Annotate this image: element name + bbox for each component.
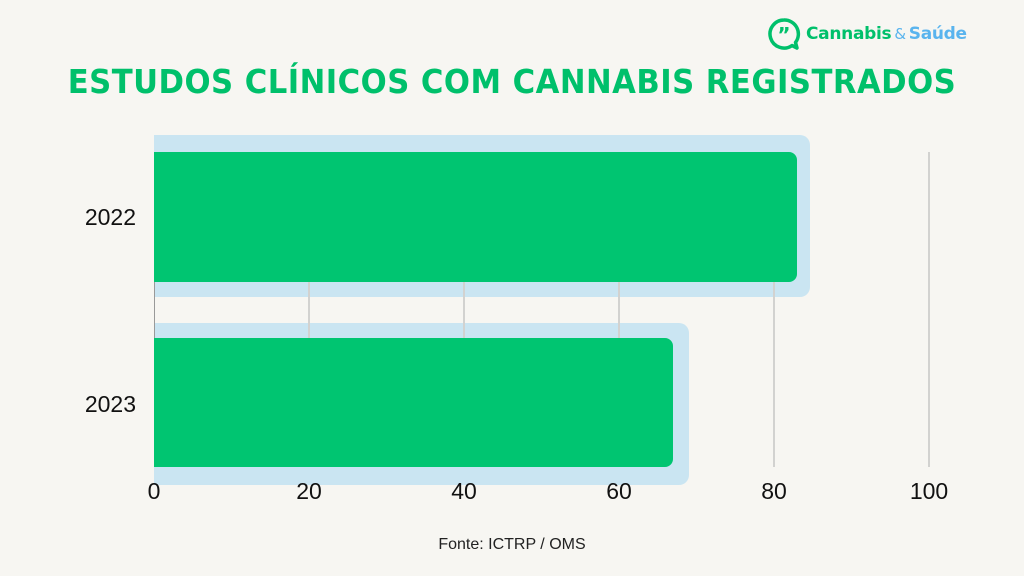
- category-label-2023: 2023: [84, 391, 136, 417]
- brand-name-part1: Cannabis: [806, 24, 892, 44]
- brand-name-amp: &: [894, 25, 906, 43]
- x-tick-60: 60: [606, 478, 632, 504]
- gridline-80: [773, 282, 775, 467]
- brand-logo: ” Cannabis & Saúde: [767, 16, 967, 52]
- svg-text:”: ”: [777, 23, 790, 47]
- gridline-20: [308, 282, 310, 338]
- x-tick-20: 20: [296, 478, 322, 504]
- bar-2023: [154, 338, 673, 467]
- brand-name-part2: Saúde: [908, 24, 967, 44]
- gridline-100: [928, 152, 930, 467]
- gridline-40: [463, 282, 465, 338]
- source-note: Fonte: ICTRP / OMS: [438, 536, 586, 553]
- x-tick-80: 80: [761, 478, 787, 504]
- brand-name: Cannabis & Saúde: [806, 24, 967, 44]
- gridline-60: [618, 282, 620, 338]
- y-axis-line: [154, 282, 155, 338]
- bar-2022: [154, 152, 797, 282]
- x-tick-40: 40: [451, 478, 477, 504]
- speech-bubble-quote-icon: ”: [767, 17, 801, 51]
- category-label-2022: 2022: [84, 204, 136, 230]
- chart-title: ESTUDOS CLÍNICOS COM CANNABIS REGISTRADO…: [67, 62, 957, 101]
- x-tick-0: 0: [147, 478, 161, 504]
- x-tick-100: 100: [909, 478, 949, 504]
